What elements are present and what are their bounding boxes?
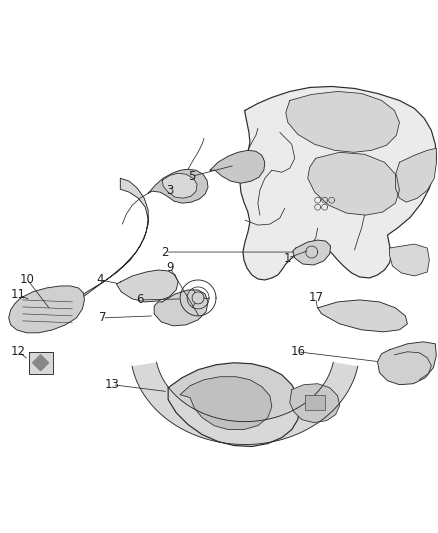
Text: 5: 5 bbox=[188, 169, 196, 183]
Text: 7: 7 bbox=[99, 311, 106, 325]
Polygon shape bbox=[286, 92, 399, 152]
Polygon shape bbox=[162, 173, 197, 198]
Polygon shape bbox=[318, 300, 407, 332]
Polygon shape bbox=[389, 244, 429, 276]
Polygon shape bbox=[210, 150, 265, 183]
Text: 12: 12 bbox=[11, 345, 26, 358]
Polygon shape bbox=[50, 178, 148, 322]
Polygon shape bbox=[32, 355, 49, 371]
Polygon shape bbox=[305, 394, 325, 410]
Polygon shape bbox=[117, 270, 178, 302]
Text: 10: 10 bbox=[20, 273, 35, 286]
Polygon shape bbox=[378, 342, 436, 385]
Polygon shape bbox=[308, 152, 399, 215]
Polygon shape bbox=[293, 240, 331, 265]
Polygon shape bbox=[9, 286, 85, 333]
Text: 11: 11 bbox=[11, 288, 26, 302]
Text: 1: 1 bbox=[284, 252, 292, 264]
Text: 3: 3 bbox=[166, 184, 174, 197]
Text: 4: 4 bbox=[97, 273, 104, 286]
Polygon shape bbox=[180, 377, 272, 430]
Text: 9: 9 bbox=[166, 262, 174, 274]
Text: 17: 17 bbox=[308, 292, 323, 304]
Polygon shape bbox=[28, 352, 53, 374]
Text: 16: 16 bbox=[290, 345, 305, 358]
Polygon shape bbox=[396, 148, 436, 202]
Polygon shape bbox=[132, 362, 358, 445]
Polygon shape bbox=[154, 290, 208, 326]
Polygon shape bbox=[240, 86, 436, 280]
Text: 13: 13 bbox=[105, 378, 120, 391]
Text: 6: 6 bbox=[137, 293, 144, 306]
Polygon shape bbox=[168, 363, 300, 447]
Polygon shape bbox=[148, 169, 208, 203]
Text: 2: 2 bbox=[162, 246, 169, 259]
Polygon shape bbox=[290, 384, 339, 423]
